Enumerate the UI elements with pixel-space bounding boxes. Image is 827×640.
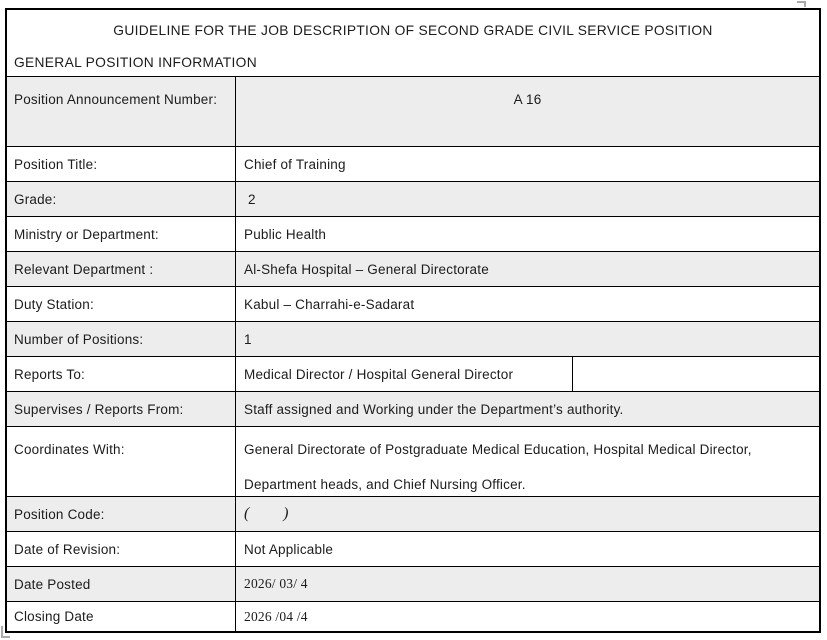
row-closing-date: Closing Date 2026 /04 /4 (7, 601, 819, 631)
header-cell: GUIDELINE FOR THE JOB DESCRIPTION OF SEC… (7, 10, 819, 76)
section-heading: GENERAL POSITION INFORMATION (14, 55, 257, 70)
table-handle-icon (797, 1, 806, 7)
row-label: Grade: (7, 182, 236, 216)
row-label: Date Posted (7, 567, 236, 601)
row-position-code: Position Code: ( ) (7, 496, 819, 531)
row-value: Chief of Training (244, 156, 346, 172)
row-value: Kabul – Charrahi-e-Sadarat (244, 296, 415, 312)
row-value: A 16 (513, 92, 542, 107)
table-header-row: GUIDELINE FOR THE JOB DESCRIPTION OF SEC… (7, 10, 819, 76)
reports-to-value: Medical Director / Hospital General Dire… (236, 357, 573, 391)
row-label: Relevant Department : (7, 252, 236, 286)
empty-cell (573, 357, 819, 391)
row-value: General Directorate of Postgraduate Medi… (244, 442, 756, 492)
row-label: Position Code: (7, 497, 236, 531)
row-date-posted: Date Posted 2026/ 03/ 4 (7, 566, 819, 601)
row-value: 2026 /04 /4 (244, 608, 308, 624)
row-label: Date of Revision: (7, 532, 236, 566)
row-date-of-revision: Date of Revision: Not Applicable (7, 531, 819, 566)
row-grade: Grade: 2 (7, 181, 819, 216)
document-title: GUIDELINE FOR THE JOB DESCRIPTION OF SEC… (113, 23, 713, 38)
row-value: Al-Shefa Hospital – General Directorate (244, 261, 489, 277)
row-label: Supervises / Reports From: (7, 392, 236, 426)
row-number-of-positions: Number of Positions: 1 (7, 321, 819, 356)
row-label: Position Title: (7, 147, 236, 181)
row-position-title: Position Title: Chief of Training (7, 146, 819, 181)
row-relevant-department: Relevant Department : Al-Shefa Hospital … (7, 251, 819, 286)
row-label: Position Announcement Number: (7, 77, 236, 146)
row-coordinates-with: Coordinates With: General Directorate of… (7, 426, 819, 496)
row-label: Duty Station: (7, 287, 236, 321)
row-label: Ministry or Department: (7, 217, 236, 251)
row-value: Medical Director / Hospital General Dire… (236, 357, 819, 391)
row-label: Closing Date (7, 602, 236, 631)
row-duty-station: Duty Station: Kabul – Charrahi-e-Sadarat (7, 286, 819, 321)
page-corner-icon (1, 626, 10, 638)
row-ministry-or-department: Ministry or Department: Public Health (7, 216, 819, 251)
row-value: Staff assigned and Working under the Dep… (244, 401, 624, 417)
row-value: Not Applicable (244, 541, 334, 557)
row-reports-to: Reports To: Medical Director / Hospital … (7, 356, 819, 391)
job-description-table: GUIDELINE FOR THE JOB DESCRIPTION OF SEC… (5, 8, 821, 633)
row-position-announcement-number: Position Announcement Number: A 16 (7, 76, 819, 146)
row-label: Coordinates With: (7, 427, 236, 496)
row-value: 1 (244, 331, 252, 347)
row-value: 2 (244, 191, 256, 207)
row-supervises-reports-from: Supervises / Reports From: Staff assigne… (7, 391, 819, 426)
row-value: 2026/ 03/ 4 (244, 576, 308, 591)
row-label: Reports To: (7, 357, 236, 391)
row-value: ( ) (244, 505, 289, 522)
row-label: Number of Positions: (7, 322, 236, 356)
row-value: Public Health (244, 226, 327, 242)
